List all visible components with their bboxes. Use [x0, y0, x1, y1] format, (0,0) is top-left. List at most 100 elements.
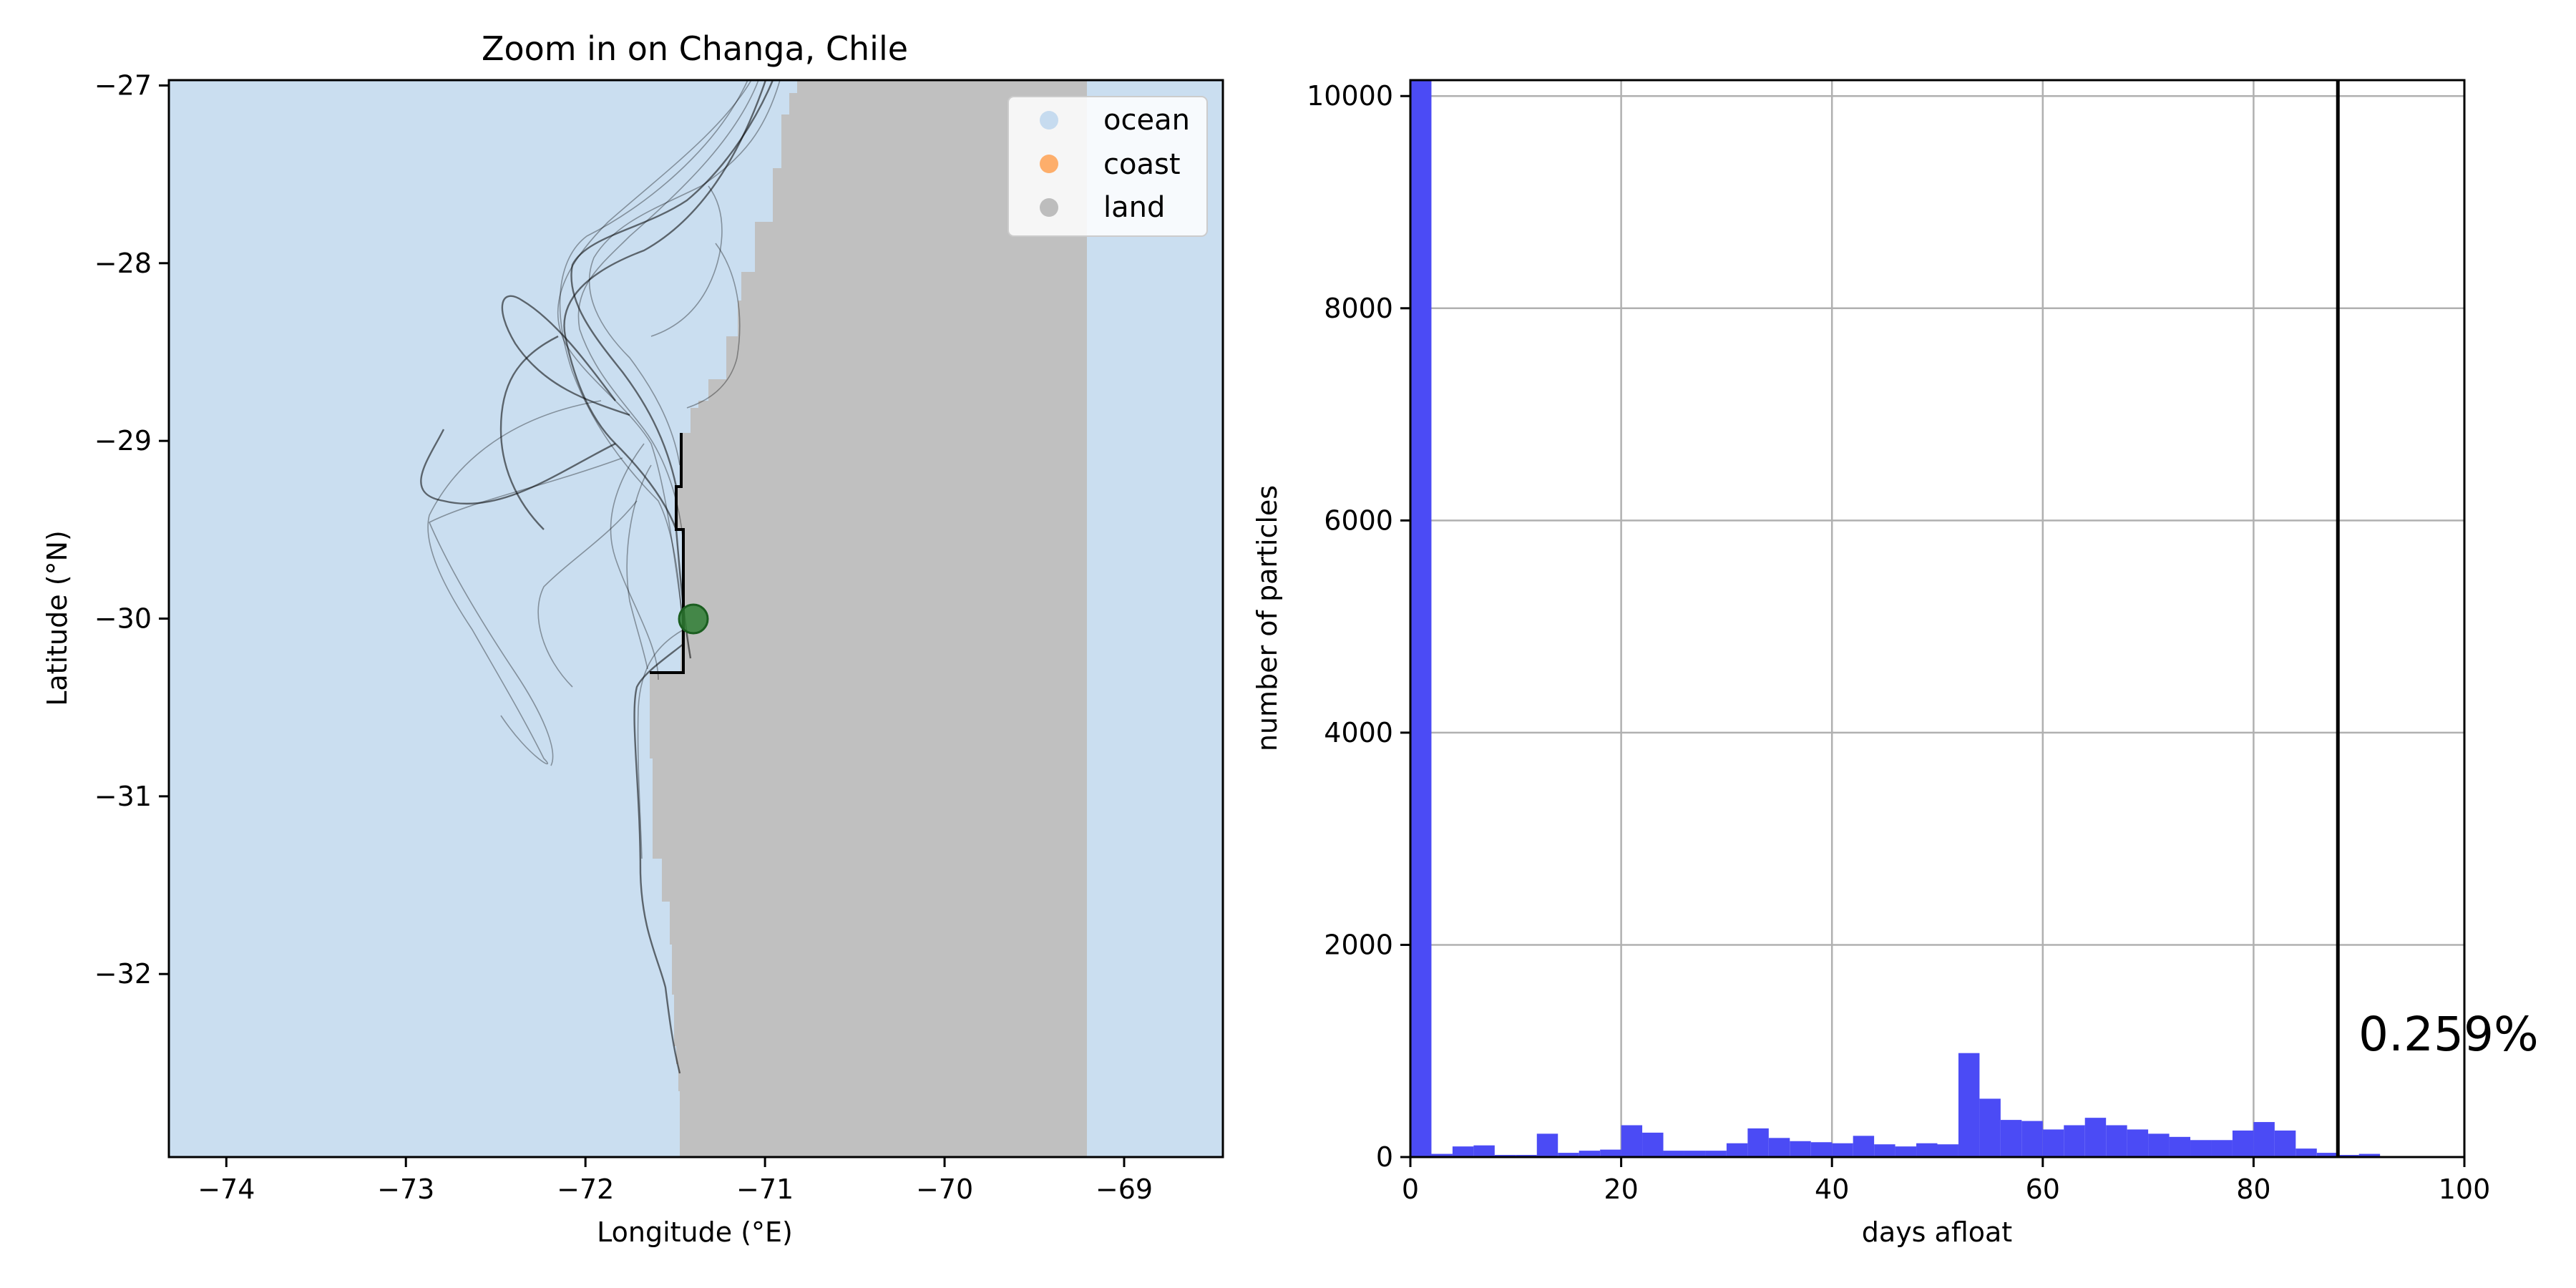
map-plot-area: ocean coast land	[169, 79, 1223, 1157]
histogram-bar	[2358, 1153, 2381, 1157]
histogram-x-axis: 0 20 40 60 80 100	[1402, 1157, 2490, 1205]
histogram-bar	[2127, 1129, 2149, 1157]
map-y-tick-label: −32	[94, 958, 152, 990]
histogram-bar	[1536, 1133, 1558, 1157]
histogram-x-tick-label: 0	[1402, 1174, 1419, 1205]
histogram-y-axis-label: number of particles	[1252, 485, 1283, 751]
histogram-bar	[1979, 1098, 2001, 1157]
trajectory-line	[633, 643, 684, 1074]
map-x-axis: −74 −73 −72 −71 −70 −69	[197, 1157, 1153, 1205]
histogram-bar	[2316, 1153, 2338, 1157]
histogram-bar	[1726, 1143, 1748, 1157]
map-x-axis-label: Longitude (°E)	[597, 1216, 793, 1248]
legend-coast-marker	[1040, 155, 1058, 173]
histogram-x-tick-label: 20	[1604, 1174, 1638, 1205]
histogram-bar	[1895, 1146, 1917, 1157]
histogram-bar	[1874, 1144, 1896, 1157]
map-title: Zoom in on Changa, Chile	[482, 29, 908, 68]
map-x-tick-label: −70	[916, 1174, 973, 1205]
trajectory-line	[537, 500, 638, 688]
histogram-bar	[1747, 1128, 1769, 1157]
histogram-y-tick-label: 4000	[1324, 717, 1393, 748]
map-x-tick-label: −74	[197, 1174, 255, 1205]
histogram-y-tick-label: 8000	[1324, 293, 1393, 324]
trajectory-line	[570, 79, 774, 487]
histogram-bar	[1853, 1136, 1875, 1157]
map-y-tick-label: −29	[94, 425, 152, 457]
histogram-bar	[1768, 1138, 1790, 1157]
histogram-bar	[2042, 1129, 2064, 1157]
histogram-bars	[1410, 80, 2381, 1157]
histogram-bar	[1684, 1151, 1706, 1157]
histogram-bar	[2000, 1120, 2022, 1157]
particle-trajectories	[420, 79, 781, 1074]
legend-land-marker	[1040, 198, 1058, 217]
map-y-axis: −27 −28 −29 −30 −31 −32	[94, 69, 169, 990]
histogram-x-tick-label: 60	[2026, 1174, 2060, 1205]
histogram-bar	[1473, 1145, 1495, 1157]
trajectory-line	[563, 79, 767, 659]
trajectory-line	[428, 457, 623, 766]
trajectory-line	[420, 429, 616, 505]
legend-frame	[1008, 96, 1208, 237]
histogram-y-tick-label: 2000	[1324, 929, 1393, 960]
histogram-bar	[1431, 1153, 1453, 1157]
histogram-bar	[2211, 1140, 2233, 1157]
legend-ocean-marker	[1040, 111, 1058, 130]
trajectory-line	[610, 443, 659, 680]
map-y-tick-label: −27	[94, 69, 152, 101]
histogram-axes-frame	[1409, 79, 2466, 1158]
land-mask	[650, 80, 1087, 1157]
histogram-bar	[1958, 1053, 1980, 1157]
histogram-bar	[2296, 1148, 2317, 1157]
histogram-bar	[1790, 1141, 1811, 1157]
histogram-bar	[1642, 1132, 1664, 1157]
trajectory-line	[499, 335, 559, 530]
release-site-marker	[678, 603, 709, 635]
histogram-bar	[2021, 1121, 2043, 1157]
histogram-bar	[2064, 1125, 2085, 1157]
map-y-axis-label: Latitude (°N)	[42, 530, 73, 706]
histogram-bar	[2190, 1140, 2212, 1157]
map-y-tick-label: −28	[94, 248, 152, 279]
legend-land-label: land	[1103, 191, 1165, 224]
histogram-bar	[1705, 1151, 1727, 1157]
histogram-bar	[1810, 1142, 1833, 1157]
histogram-bar	[2106, 1125, 2127, 1157]
map-x-tick-label: −69	[1096, 1174, 1153, 1205]
trajectory-line	[588, 79, 781, 466]
histogram-y-tick-label: 6000	[1324, 504, 1393, 536]
histogram-bar	[2253, 1122, 2275, 1157]
histogram-bar	[1452, 1146, 1474, 1157]
trajectory-line	[557, 79, 752, 623]
histogram-bar	[1832, 1143, 1853, 1157]
histogram-panel: 0.259% 0 20 40 60 80 100 0 2000 4000 6000 8000 100…	[1252, 79, 2539, 1248]
histogram-y-axis: 0 2000 4000 6000 8000 10000	[1307, 80, 1410, 1173]
histogram-bar	[2084, 1118, 2107, 1157]
histogram-bar	[2274, 1130, 2296, 1157]
map-y-tick-label: −31	[94, 781, 152, 812]
histogram-bar	[1579, 1151, 1601, 1157]
map-x-tick-label: −71	[736, 1174, 794, 1205]
map-legend: ocean coast land	[1008, 96, 1208, 237]
trajectory-line	[637, 629, 684, 859]
histogram-bar	[1558, 1153, 1579, 1157]
histogram-x-tick-label: 80	[2236, 1174, 2270, 1205]
trajectory-line	[686, 243, 741, 409]
legend-ocean-label: ocean	[1103, 104, 1190, 137]
histogram-x-tick-label: 40	[1815, 1174, 1849, 1205]
histogram-grid	[1409, 80, 2466, 1158]
histogram-y-tick-label: 0	[1376, 1141, 1393, 1173]
trajectory-line	[626, 464, 652, 670]
histogram-bar	[1916, 1143, 1938, 1157]
percent-annotation: 0.259%	[2358, 1007, 2539, 1062]
histogram-bar	[1937, 1144, 1958, 1157]
map-panel: Zoom in on Changa, Chile ocean coast lan…	[42, 29, 1224, 1248]
histogram-bar	[2148, 1133, 2170, 1157]
map-y-tick-label: −30	[94, 603, 152, 635]
trajectory-line	[577, 79, 759, 545]
map-x-tick-label: −73	[377, 1174, 434, 1205]
histogram-bar	[1410, 80, 1432, 1157]
map-x-tick-label: −72	[557, 1174, 614, 1205]
